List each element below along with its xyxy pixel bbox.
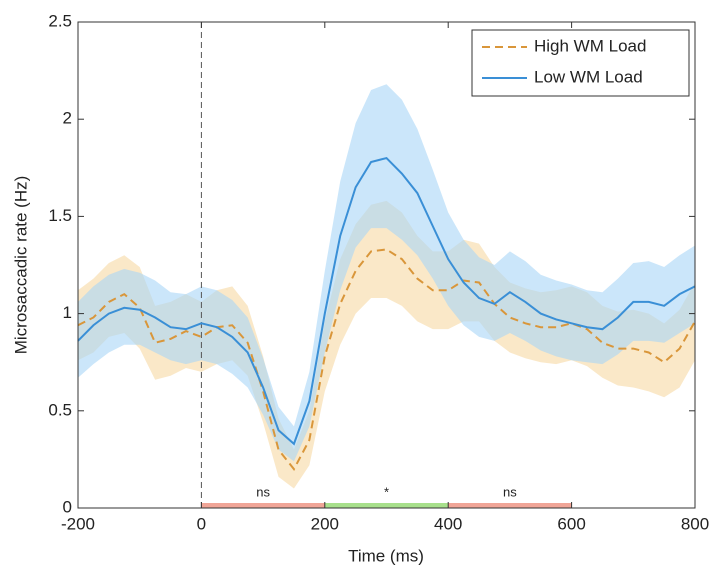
x-tick-label: -200 [61, 514, 95, 533]
x-tick-label: 0 [197, 514, 206, 533]
y-tick-label: 0.5 [48, 400, 72, 419]
plot-frame [77, 21, 696, 509]
y-tick-label: 2.5 [48, 11, 72, 30]
y-tick-label: 0 [63, 497, 72, 516]
legend-box [471, 29, 690, 97]
x-tick-label: 400 [434, 514, 462, 533]
significance-bar [324, 503, 449, 508]
significance-bar [448, 503, 572, 508]
legend-label: High WM Load [534, 36, 646, 55]
x-tick-label: 600 [557, 514, 585, 533]
x-tick-label: 800 [681, 514, 709, 533]
x-axis-label: Time (ms) [348, 546, 424, 565]
significance-label: * [384, 484, 389, 499]
y-axis-label: Microsaccadic rate (Hz) [11, 176, 30, 355]
significance-label: ns [503, 484, 517, 499]
y-tick-label: 2 [63, 109, 72, 128]
significance-label: ns [256, 484, 270, 499]
confidence-band [78, 84, 695, 462]
significance-bar [201, 503, 325, 508]
y-tick-label: 1 [63, 303, 72, 322]
y-tick-label: 1.5 [48, 206, 72, 225]
legend-label: Low WM Load [534, 67, 643, 86]
mean-line [77, 156, 696, 446]
x-tick-label: 200 [311, 514, 339, 533]
